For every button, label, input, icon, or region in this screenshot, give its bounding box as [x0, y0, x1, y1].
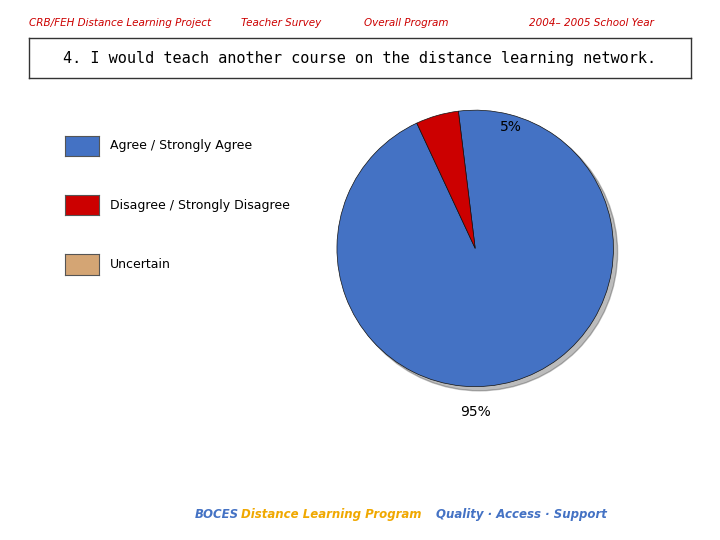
Text: Uncertain: Uncertain	[110, 258, 171, 271]
Circle shape	[341, 114, 618, 391]
Text: 2004– 2005 School Year: 2004– 2005 School Year	[529, 18, 654, 28]
Wedge shape	[417, 111, 475, 248]
Text: Disagree / Strongly Disagree: Disagree / Strongly Disagree	[110, 199, 290, 212]
Text: Distance Learning Program: Distance Learning Program	[241, 508, 422, 521]
Wedge shape	[337, 110, 613, 387]
Text: 95%: 95%	[460, 404, 490, 418]
Text: CRB/FEH Distance Learning Project: CRB/FEH Distance Learning Project	[29, 18, 211, 28]
Text: 5%: 5%	[500, 120, 522, 134]
Text: Quality · Access · Support: Quality · Access · Support	[436, 508, 606, 521]
Text: Agree / Strongly Agree: Agree / Strongly Agree	[110, 139, 252, 152]
Text: BOCES: BOCES	[194, 508, 238, 521]
Text: 4. I would teach another course on the distance learning network.: 4. I would teach another course on the d…	[63, 51, 657, 65]
Text: Overall Program: Overall Program	[364, 18, 448, 28]
Text: Teacher Survey: Teacher Survey	[241, 18, 321, 28]
